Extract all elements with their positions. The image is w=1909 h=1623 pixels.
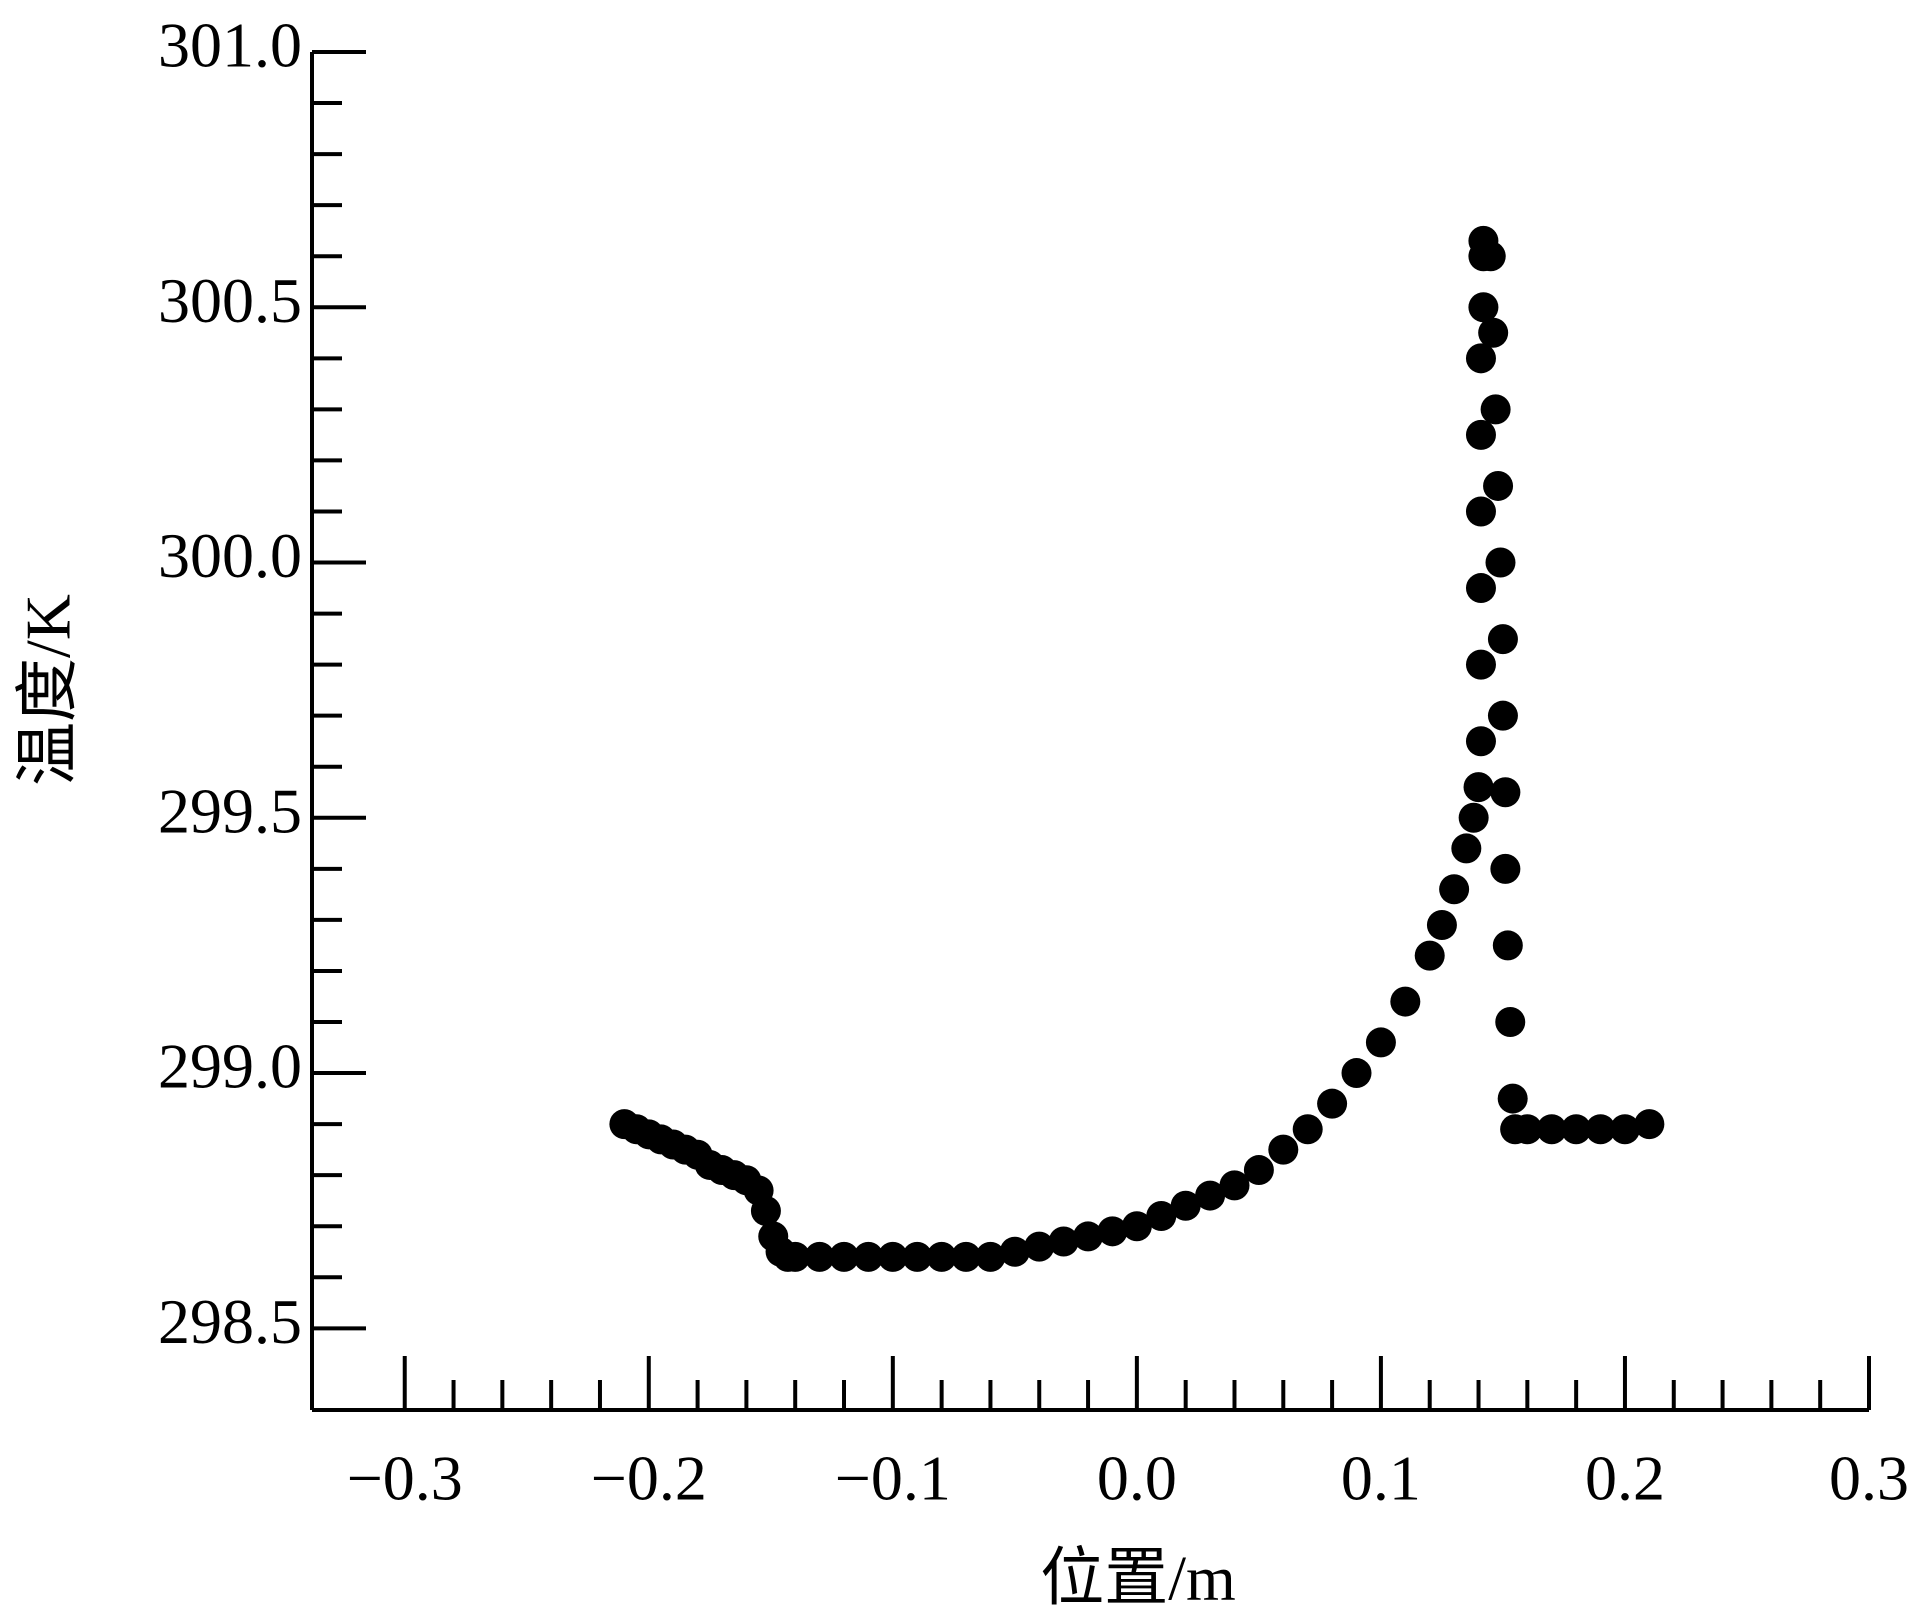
point xyxy=(1485,547,1516,578)
point xyxy=(1414,940,1445,971)
point xyxy=(1219,1170,1250,1201)
point xyxy=(1097,1216,1128,1247)
point xyxy=(999,1236,1030,1267)
point xyxy=(1048,1226,1079,1257)
point xyxy=(1439,874,1470,905)
point xyxy=(1024,1231,1055,1262)
x-axis-label: 位置/m xyxy=(1040,1543,1236,1614)
point xyxy=(1512,1114,1543,1145)
point xyxy=(1465,343,1496,374)
point xyxy=(1492,930,1523,961)
point xyxy=(1487,624,1518,655)
point xyxy=(975,1241,1006,1272)
point xyxy=(1468,292,1499,323)
point xyxy=(1268,1134,1299,1165)
point xyxy=(1146,1201,1177,1231)
point xyxy=(1463,772,1494,803)
point xyxy=(1478,317,1509,348)
point xyxy=(1170,1190,1201,1221)
y-tick-label: 301.0 xyxy=(158,10,302,81)
point xyxy=(1121,1211,1152,1242)
point xyxy=(1475,241,1506,272)
x-tick-label: −0.3 xyxy=(347,1443,463,1514)
point xyxy=(1536,1114,1567,1145)
x-tick-label: 0.3 xyxy=(1829,1443,1909,1514)
point xyxy=(1390,986,1421,1017)
point xyxy=(750,1195,781,1226)
point xyxy=(1487,700,1518,731)
y-axis-label: 温度/K xyxy=(13,594,84,786)
point xyxy=(780,1241,811,1272)
x-tick-label: 0.0 xyxy=(1097,1443,1177,1514)
point xyxy=(1292,1114,1323,1145)
point xyxy=(1465,496,1496,527)
y-tick-label: 299.0 xyxy=(158,1031,302,1102)
point xyxy=(1497,1083,1528,1114)
point xyxy=(1465,573,1496,604)
point xyxy=(1195,1180,1226,1211)
point xyxy=(1490,777,1521,808)
point xyxy=(804,1241,835,1272)
point xyxy=(1458,802,1489,833)
point xyxy=(1483,470,1514,501)
point xyxy=(1426,910,1457,940)
point xyxy=(1465,649,1496,680)
point xyxy=(1243,1155,1274,1186)
point xyxy=(1480,394,1511,425)
point xyxy=(829,1241,860,1272)
x-tick-label: 0.1 xyxy=(1341,1443,1421,1514)
x-tick-label: −0.1 xyxy=(835,1443,951,1514)
point xyxy=(1451,833,1482,864)
y-tick-label: 300.5 xyxy=(158,265,302,336)
point xyxy=(1609,1114,1640,1145)
point xyxy=(1585,1114,1616,1145)
y-tick-label: 299.5 xyxy=(158,775,302,846)
point xyxy=(1365,1027,1396,1058)
y-tick-label: 298.5 xyxy=(158,1286,302,1357)
point xyxy=(1561,1114,1592,1145)
point xyxy=(1495,1007,1526,1037)
y-tick-label: 300.0 xyxy=(158,520,302,591)
point xyxy=(1073,1221,1104,1252)
point xyxy=(1341,1058,1372,1089)
point xyxy=(902,1241,933,1272)
point xyxy=(853,1241,884,1272)
point xyxy=(1634,1109,1665,1140)
x-tick-label: −0.2 xyxy=(591,1443,707,1514)
point xyxy=(1317,1088,1348,1119)
point xyxy=(1490,853,1521,884)
point xyxy=(926,1241,957,1272)
point xyxy=(877,1241,908,1272)
point xyxy=(951,1241,982,1272)
point xyxy=(1465,419,1496,450)
x-tick-label: 0.2 xyxy=(1585,1443,1665,1514)
point xyxy=(1465,726,1496,757)
